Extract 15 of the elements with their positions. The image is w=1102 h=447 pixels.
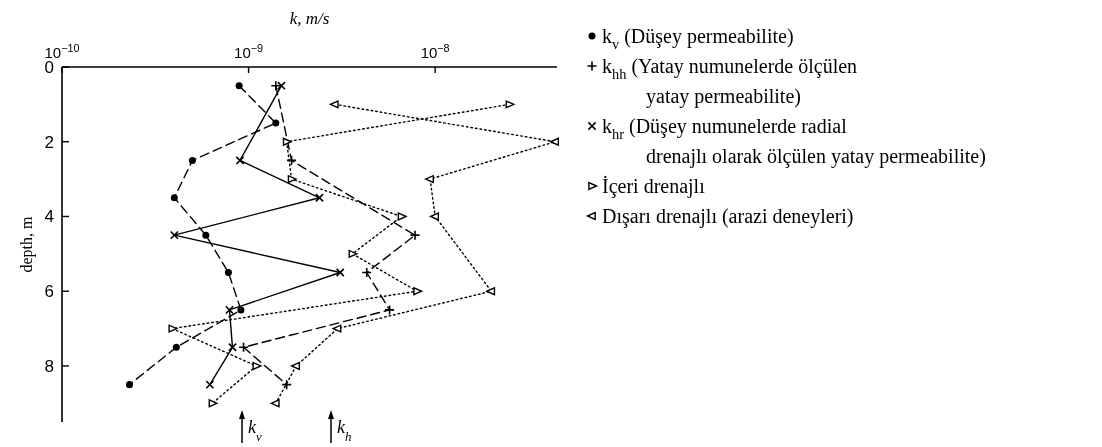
y-tick-label: 4 (44, 206, 54, 226)
x-tick-label: 10$^{−8}$ (420, 42, 450, 61)
legend-label: k$_{v}$ (Düşey permeabilite) (602, 25, 794, 52)
y-tick-label: 8 (44, 356, 54, 376)
annotation: k$_{v}$ (248, 417, 262, 444)
legend-label: k$_{hr}$ (Düşey numunelerde radial drenajlı olarak ölçülen yatay permeabilite) (602, 115, 986, 168)
y-tick-label: 6 (44, 281, 54, 301)
legend-label: k$_{hh}$ (Yatay numunelerde ölçülen yatay permeabilite) (602, 55, 858, 108)
x-axis-title: k, m/s (289, 9, 330, 28)
annotation: k$_{h}$ (337, 417, 352, 444)
x-tick-label: 10$^{−9}$ (234, 42, 264, 61)
legend-label: İçeri drenajlı (602, 175, 706, 198)
legend-label: Dışarı drenajlı (arazi deneyleri) (602, 205, 854, 228)
y-tick-label: 2 (44, 132, 54, 152)
y-axis-title: depth, m (17, 215, 36, 273)
